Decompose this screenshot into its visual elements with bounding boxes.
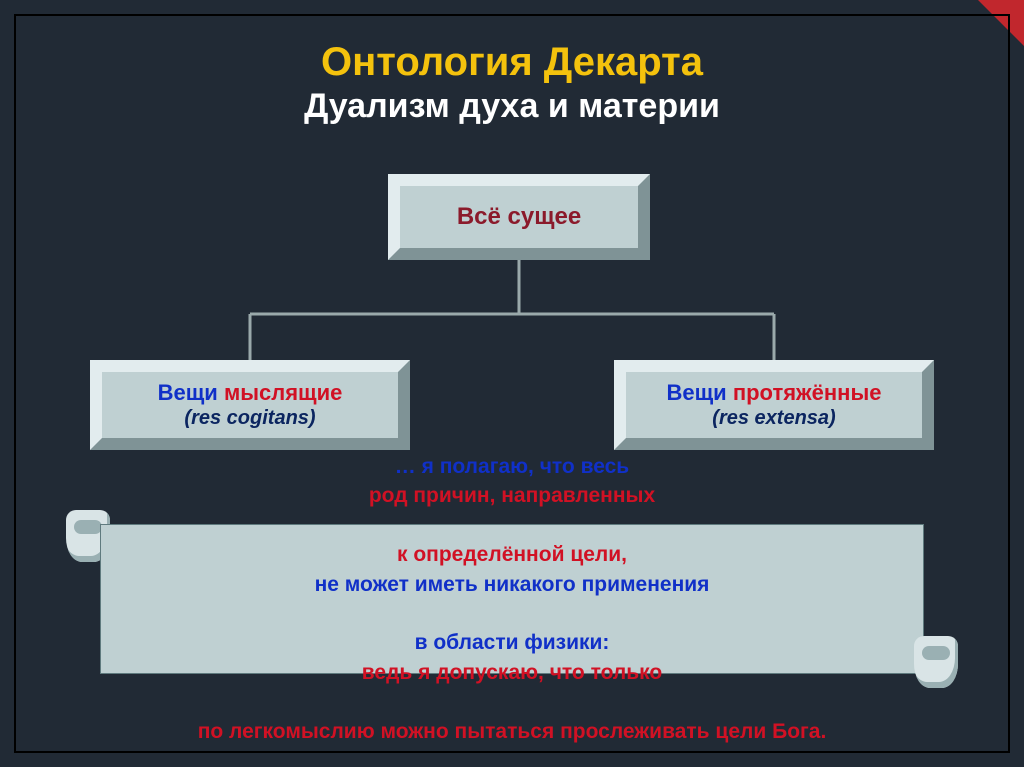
quote-body: … я полагаю, что весь род причин, направ… <box>100 524 924 674</box>
node-right: Вещи протяжённые (res extensa) <box>614 360 934 450</box>
node-right-word2: протяжённые <box>733 380 882 405</box>
node-right-line1: Вещи протяжённые <box>667 380 882 405</box>
node-right-word1: Вещи <box>667 380 733 405</box>
inner-frame: Онтология Декарта Дуализм духа и материи… <box>14 14 1010 753</box>
title-main: Онтология Декарта <box>16 40 1008 85</box>
node-root-label: Всё сущее <box>457 203 581 231</box>
node-left-word2: мыслящие <box>224 380 342 405</box>
node-root: Всё сущее <box>388 174 650 260</box>
node-left-latin: (res cogitans) <box>184 407 315 430</box>
diagram: Всё сущее Вещи мыслящие (res cogitans) В… <box>16 174 1008 474</box>
node-left-word1: Вещи <box>158 380 224 405</box>
node-right-latin: (res extensa) <box>712 407 835 430</box>
scroll-curl-icon <box>914 636 958 688</box>
title-block: Онтология Декарта Дуализм духа и материи <box>16 40 1008 126</box>
node-left-line1: Вещи мыслящие <box>158 380 343 405</box>
quote-scroll: … я полагаю, что весь род причин, направ… <box>66 514 958 684</box>
title-sub: Дуализм духа и материи <box>16 87 1008 126</box>
slide: Онтология Декарта Дуализм духа и материи… <box>0 0 1024 767</box>
node-left: Вещи мыслящие (res cogitans) <box>90 360 410 450</box>
